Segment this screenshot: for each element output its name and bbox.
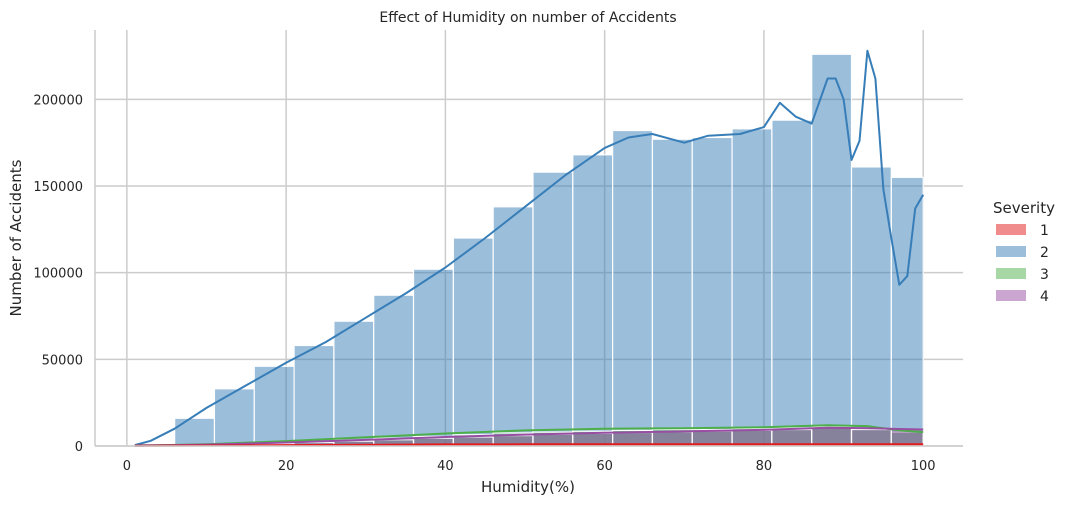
histogram-bar-severity-2: [453, 238, 493, 446]
histogram-bar-severity-4: [812, 428, 852, 446]
histogram-bar-severity-2: [772, 120, 812, 446]
histogram-bar-severity-2: [175, 418, 215, 446]
x-tick-label: 0: [123, 459, 131, 474]
histogram-bar-severity-2: [214, 389, 254, 446]
legend-swatch-severity-4: [996, 290, 1026, 301]
legend-swatch-severity-2: [996, 246, 1026, 257]
legend-label-severity-4: 4: [1040, 289, 1049, 305]
y-axis-label: Number of Accidents: [7, 159, 25, 316]
legend-title: Severity: [993, 199, 1055, 217]
histogram-bar-severity-2: [891, 177, 923, 446]
x-axis-label: Humidity(%): [481, 478, 575, 496]
legend-label-severity-1: 1: [1040, 223, 1049, 239]
x-tick-label: 20: [278, 459, 295, 474]
legend-items: 1 2 3 4: [996, 223, 1049, 305]
x-tick-label: 80: [756, 459, 773, 474]
x-tick-label: 40: [437, 459, 454, 474]
bars-layer: [135, 54, 923, 446]
x-tick-label: 100: [911, 459, 936, 474]
x-tick-label: 60: [596, 459, 613, 474]
histogram-bar-severity-2: [573, 155, 613, 446]
legend-swatch-severity-3: [996, 268, 1026, 279]
histogram-bar-severity-2: [294, 345, 334, 446]
y-tick-label: 150000: [33, 180, 83, 195]
histogram-bar-severity-2: [652, 139, 692, 446]
histogram-bar-severity-2: [732, 129, 772, 446]
legend-label-severity-2: 2: [1040, 245, 1049, 261]
chart-title: Effect of Humidity on number of Accident…: [379, 10, 676, 26]
histogram-bar-severity-2: [852, 167, 892, 446]
histogram-bar-severity-2: [334, 321, 374, 446]
histogram-bar-severity-2: [374, 295, 414, 446]
y-tick-label: 100000: [33, 267, 83, 282]
histogram-bar-severity-2: [414, 269, 454, 446]
legend-label-severity-3: 3: [1040, 267, 1049, 283]
legend: Severity 1 2 3 4: [993, 199, 1055, 305]
histogram-bar-severity-2: [613, 131, 653, 446]
histogram-bar-severity-2: [493, 207, 533, 446]
legend-swatch-severity-1: [996, 224, 1026, 235]
y-tick-label: 0: [75, 440, 83, 455]
y-tick-label: 200000: [33, 93, 83, 108]
y-tick-label: 50000: [42, 353, 83, 368]
histogram-bar-severity-2: [533, 172, 573, 446]
histogram-bar-severity-2: [692, 137, 732, 446]
